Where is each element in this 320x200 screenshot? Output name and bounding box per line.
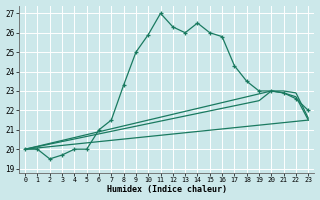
X-axis label: Humidex (Indice chaleur): Humidex (Indice chaleur): [107, 185, 227, 194]
